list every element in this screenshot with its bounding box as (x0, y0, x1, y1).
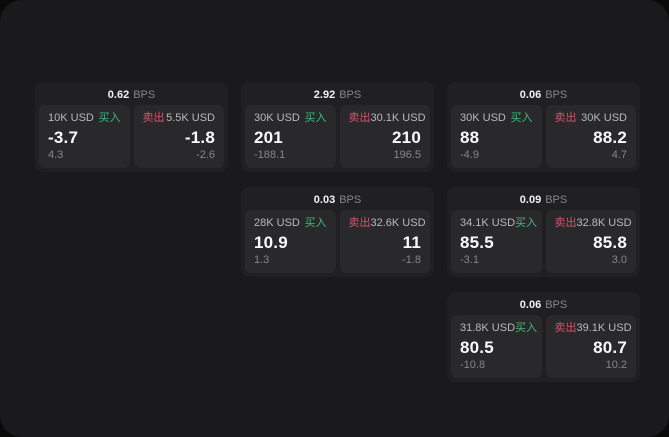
sell-delta: 3.0 (611, 254, 627, 266)
sell-side-label: 卖出 (554, 322, 577, 334)
bps-value: 0.06 (519, 299, 542, 311)
sell-price: -1.8 (184, 128, 215, 147)
buy-quote-panel[interactable]: 10K USD 买入 -3.7 4.3 (39, 105, 130, 168)
sell-quote-panel[interactable]: 卖出 32.6K USD 11 -1.8 (339, 210, 430, 273)
buy-amount: 30K USD (460, 112, 506, 124)
buy-amount: 30K USD (254, 112, 300, 124)
quote-card-body: 34.1K USD 买入 85.5 -3.1 卖出 32.8K USD 85.8… (451, 210, 636, 273)
buy-amount: 10K USD (48, 112, 94, 124)
sell-delta: 10.2 (605, 359, 627, 371)
bps-header: 2.92 BPS (245, 86, 430, 105)
bps-unit-label: BPS (545, 89, 568, 101)
quote-card: 0.06 BPS 31.8K USD 买入 80.5 -10.8 卖出 39.1… (447, 292, 640, 382)
sell-amount: 39.1K USD (576, 322, 632, 334)
bps-value: 2.92 (313, 89, 336, 101)
quote-card: 0.62 BPS 10K USD 买入 -3.7 4.3 卖出 5.5K USD (35, 82, 228, 172)
bps-header: 0.62 BPS (39, 86, 224, 105)
bps-value: 0.09 (519, 194, 542, 206)
sell-quote-panel[interactable]: 卖出 39.1K USD 80.7 10.2 (545, 315, 636, 378)
bps-value: 0.06 (519, 89, 542, 101)
bps-unit-label: BPS (339, 89, 362, 101)
buy-price: 88 (460, 128, 480, 147)
sell-side-label: 卖出 (142, 112, 165, 124)
sell-delta: 4.7 (611, 149, 627, 161)
buy-delta: -10.8 (460, 359, 486, 371)
buy-quote-panel[interactable]: 30K USD 买入 201 -188.1 (245, 105, 336, 168)
buy-delta: -3.1 (460, 254, 479, 266)
bps-unit-label: BPS (545, 194, 568, 206)
sell-price: 80.7 (593, 338, 627, 357)
sell-price: 88.2 (593, 128, 627, 147)
buy-delta: -188.1 (254, 149, 286, 161)
sell-side-label: 卖出 (554, 217, 577, 229)
quote-card-body: 30K USD 买入 88 -4.9 卖出 30K USD 88.2 4.7 (451, 105, 636, 168)
sell-price: 11 (402, 233, 421, 252)
sell-quote-panel[interactable]: 卖出 32.8K USD 85.8 3.0 (545, 210, 636, 273)
bps-unit-label: BPS (545, 299, 568, 311)
sell-delta: -1.8 (402, 254, 421, 266)
bps-value: 0.03 (313, 194, 336, 206)
quote-card: 0.09 BPS 34.1K USD 买入 85.5 -3.1 卖出 32.8K… (447, 187, 640, 277)
sell-amount: 32.6K USD (370, 217, 426, 229)
sell-amount: 30.1K USD (370, 112, 426, 124)
quote-card: 0.06 BPS 30K USD 买入 88 -4.9 卖出 30K USD (447, 82, 640, 172)
buy-side-label: 买入 (510, 112, 533, 124)
buy-amount: 28K USD (254, 217, 300, 229)
buy-side-label: 买入 (98, 112, 121, 124)
buy-price: 201 (254, 128, 283, 147)
quote-card-body: 10K USD 买入 -3.7 4.3 卖出 5.5K USD -1.8 -2.… (39, 105, 224, 168)
buy-amount: 31.8K USD (460, 322, 516, 334)
buy-quote-panel[interactable]: 34.1K USD 买入 85.5 -3.1 (451, 210, 542, 273)
bps-header: 0.06 BPS (451, 296, 636, 315)
sell-quote-panel[interactable]: 卖出 30K USD 88.2 4.7 (545, 105, 636, 168)
sell-amount: 32.8K USD (576, 217, 632, 229)
sell-delta: 196.5 (393, 149, 421, 161)
buy-price: -3.7 (48, 128, 79, 147)
sell-price: 210 (392, 128, 421, 147)
quote-card-body: 31.8K USD 买入 80.5 -10.8 卖出 39.1K USD 80.… (451, 315, 636, 378)
quote-card: 0.03 BPS 28K USD 买入 10.9 1.3 卖出 32.6K US… (241, 187, 434, 277)
bps-header: 0.03 BPS (245, 191, 430, 210)
buy-quote-panel[interactable]: 31.8K USD 买入 80.5 -10.8 (451, 315, 542, 378)
sell-side-label: 卖出 (348, 112, 371, 124)
buy-quote-panel[interactable]: 30K USD 买入 88 -4.9 (451, 105, 542, 168)
sell-delta: -2.6 (196, 149, 215, 161)
buy-quote-panel[interactable]: 28K USD 买入 10.9 1.3 (245, 210, 336, 273)
buy-price: 10.9 (254, 233, 288, 252)
sell-price: 85.8 (593, 233, 627, 252)
bps-value: 0.62 (107, 89, 130, 101)
quote-card-body: 28K USD 买入 10.9 1.3 卖出 32.6K USD 11 -1.8 (245, 210, 430, 273)
sell-side-label: 卖出 (348, 217, 371, 229)
quote-card: 2.92 BPS 30K USD 买入 201 -188.1 卖出 30.1K … (241, 82, 434, 172)
buy-delta: -4.9 (460, 149, 479, 161)
buy-price: 85.5 (460, 233, 494, 252)
buy-side-label: 买入 (304, 112, 327, 124)
sell-amount: 30K USD (581, 112, 627, 124)
buy-side-label: 买入 (515, 217, 538, 229)
bps-unit-label: BPS (339, 194, 362, 206)
buy-side-label: 买入 (304, 217, 327, 229)
bps-header: 0.09 BPS (451, 191, 636, 210)
sell-side-label: 卖出 (554, 112, 577, 124)
buy-delta: 4.3 (48, 149, 64, 161)
buy-delta: 1.3 (254, 254, 270, 266)
quote-card-body: 30K USD 买入 201 -188.1 卖出 30.1K USD 210 1… (245, 105, 430, 168)
buy-amount: 34.1K USD (460, 217, 516, 229)
quote-card-grid: 0.62 BPS 10K USD 买入 -3.7 4.3 卖出 5.5K USD (35, 82, 640, 382)
sell-quote-panel[interactable]: 卖出 5.5K USD -1.8 -2.6 (133, 105, 224, 168)
buy-price: 80.5 (460, 338, 494, 357)
bps-header: 0.06 BPS (451, 86, 636, 105)
sell-amount: 5.5K USD (166, 112, 215, 124)
sell-quote-panel[interactable]: 卖出 30.1K USD 210 196.5 (339, 105, 430, 168)
bps-unit-label: BPS (133, 89, 156, 101)
buy-side-label: 买入 (515, 322, 538, 334)
